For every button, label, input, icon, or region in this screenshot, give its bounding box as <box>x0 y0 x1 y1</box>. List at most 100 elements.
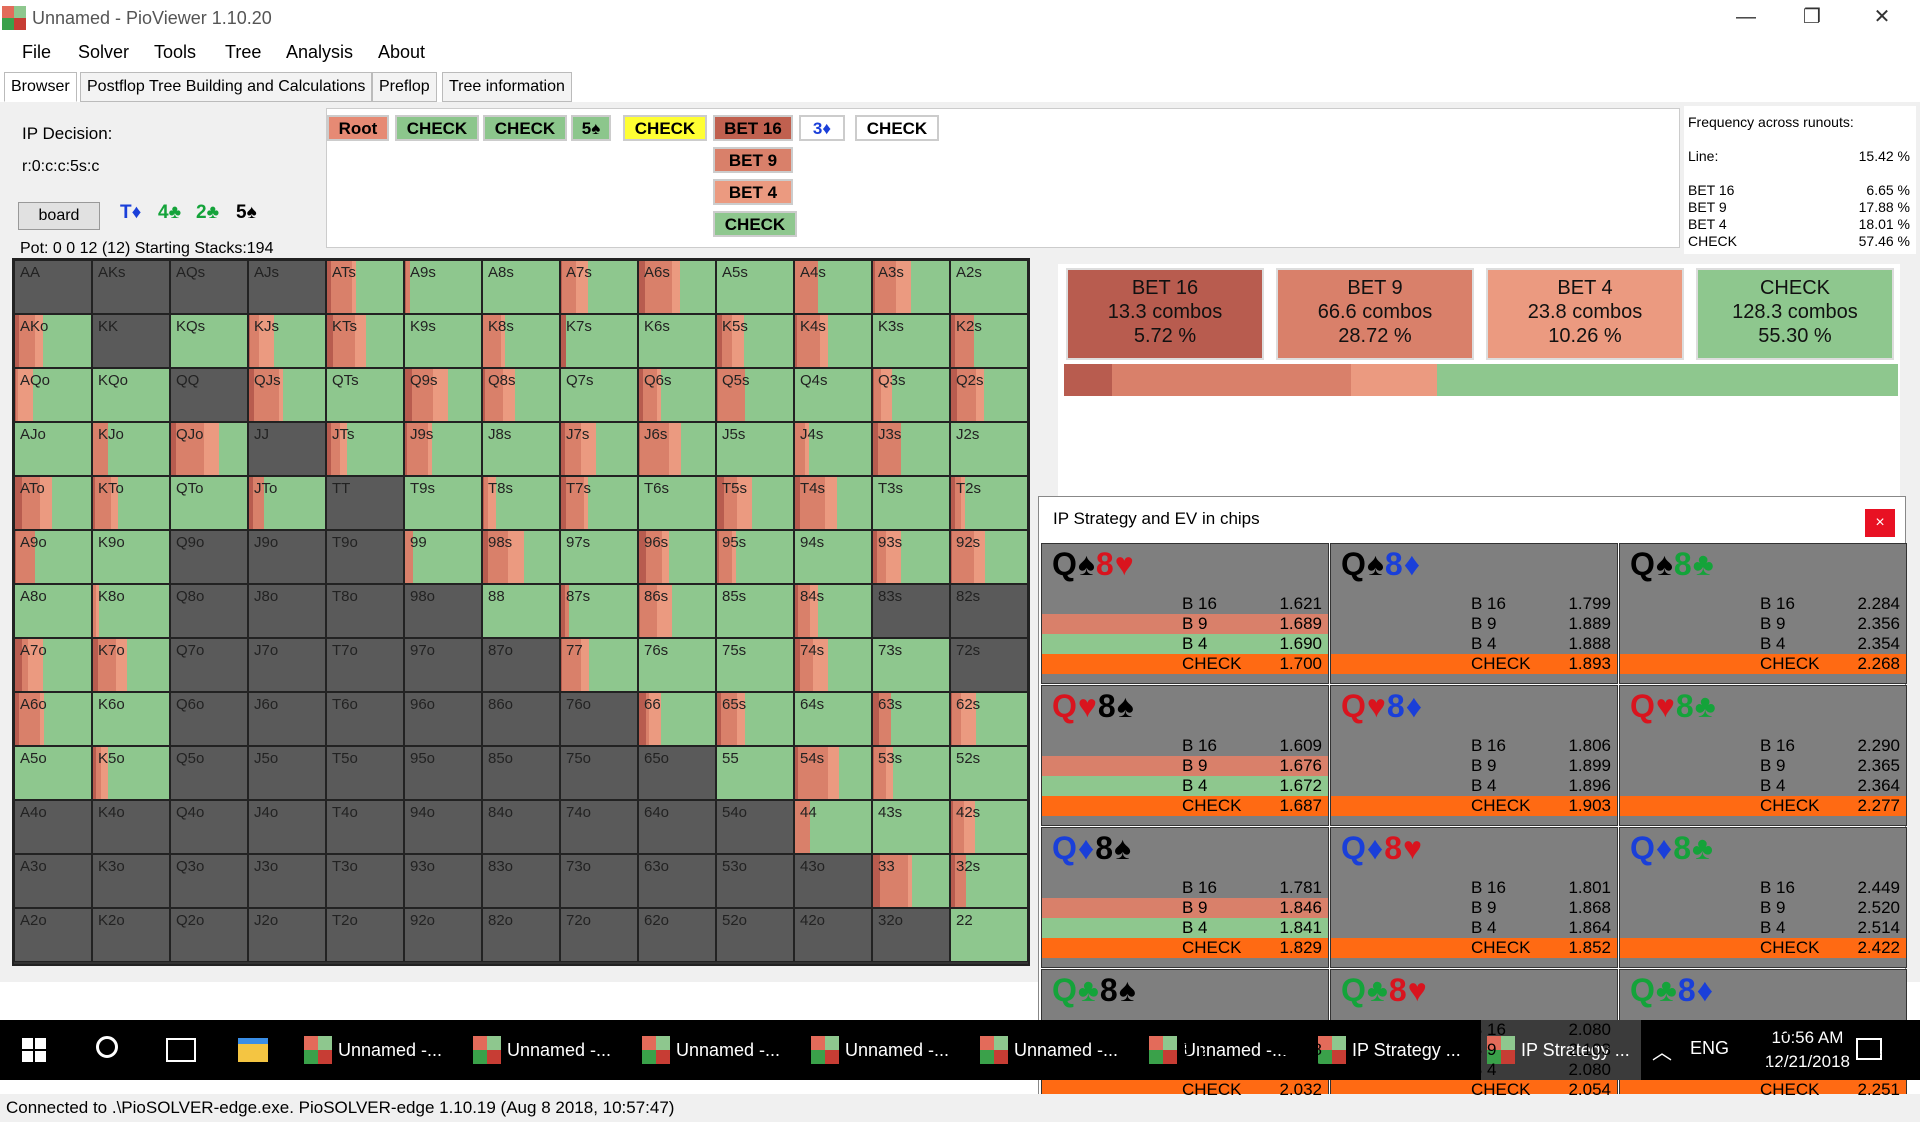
nav-check-button[interactable]: CHECK <box>855 115 939 141</box>
hand-cell[interactable]: T9s <box>404 476 482 530</box>
close-button[interactable]: ✕ <box>1852 2 1912 32</box>
hand-cell[interactable]: Q5o <box>170 746 248 800</box>
tab-preflop[interactable]: Preflop <box>372 72 437 102</box>
hand-cell[interactable]: 75o <box>560 746 638 800</box>
taskbar-app-button[interactable]: Unnamed -... <box>467 1020 627 1080</box>
hand-cell[interactable]: A6o <box>14 692 92 746</box>
hand-cell[interactable]: 76o <box>560 692 638 746</box>
hand-cell[interactable]: 55 <box>716 746 794 800</box>
hand-cell[interactable]: T4s <box>794 476 872 530</box>
hand-cell[interactable]: Q4s <box>794 368 872 422</box>
hand-cell[interactable]: K9o <box>92 530 170 584</box>
nav-card-button[interactable]: 5♠ <box>571 115 611 141</box>
hand-cell[interactable]: 75s <box>716 638 794 692</box>
hand-cell[interactable]: Q7o <box>170 638 248 692</box>
hand-cell[interactable]: KJs <box>248 314 326 368</box>
hand-cell[interactable]: 72s <box>950 638 1028 692</box>
hand-cell[interactable]: Q3o <box>170 854 248 908</box>
close-icon[interactable]: × <box>1865 509 1895 537</box>
hand-cell[interactable]: Q3s <box>872 368 950 422</box>
hand-cell[interactable]: K2o <box>92 908 170 962</box>
hand-cell[interactable]: Q8s <box>482 368 560 422</box>
hand-cell[interactable]: T9o <box>326 530 404 584</box>
hand-cell[interactable]: ATs <box>326 260 404 314</box>
hand-cell[interactable]: J6s <box>638 422 716 476</box>
hand-cell[interactable]: J7s <box>560 422 638 476</box>
hand-cell[interactable]: J2o <box>248 908 326 962</box>
hand-cell[interactable]: 42s <box>950 800 1028 854</box>
hand-cell[interactable]: 76s <box>638 638 716 692</box>
hand-cell[interactable]: 64s <box>794 692 872 746</box>
language-indicator[interactable]: ENG <box>1690 1038 1729 1059</box>
hand-cell[interactable]: 84s <box>794 584 872 638</box>
hand-cell[interactable]: A3o <box>14 854 92 908</box>
hand-cell[interactable]: K8o <box>92 584 170 638</box>
hand-cell[interactable]: A5o <box>14 746 92 800</box>
hand-cell[interactable]: KQs <box>170 314 248 368</box>
hand-cell[interactable]: 98o <box>404 584 482 638</box>
hand-cell[interactable]: 73s <box>872 638 950 692</box>
hand-cell[interactable]: A2s <box>950 260 1028 314</box>
nav-check-button[interactable]: CHECK <box>395 115 479 141</box>
hand-cell[interactable]: 93s <box>872 530 950 584</box>
hand-cell[interactable]: K5o <box>92 746 170 800</box>
hand-cell[interactable]: T7o <box>326 638 404 692</box>
tab-postflop-tree-building[interactable]: Postflop Tree Building and Calculations <box>80 72 372 102</box>
hand-cell[interactable]: A3s <box>872 260 950 314</box>
menu-tree[interactable]: Tree <box>225 42 261 63</box>
hand-cell[interactable]: A4s <box>794 260 872 314</box>
hand-cell[interactable]: T8s <box>482 476 560 530</box>
hand-cell[interactable]: AKs <box>92 260 170 314</box>
minimize-button[interactable]: — <box>1716 2 1776 32</box>
chevron-up-icon[interactable]: ︿ <box>1652 1036 1672 1065</box>
hand-cell[interactable]: 83o <box>482 854 560 908</box>
nav-card-button[interactable]: 3♦ <box>799 115 845 141</box>
hand-cell[interactable]: A7o <box>14 638 92 692</box>
menu-about[interactable]: About <box>378 42 425 63</box>
hand-cell[interactable]: AJs <box>248 260 326 314</box>
hand-cell[interactable]: 84o <box>482 800 560 854</box>
hand-cell[interactable]: J4s <box>794 422 872 476</box>
taskbar-app-button[interactable]: Unnamed -... <box>636 1020 796 1080</box>
hand-cell[interactable]: 52o <box>716 908 794 962</box>
hand-cell[interactable]: J6o <box>248 692 326 746</box>
menu-analysis[interactable]: Analysis <box>286 42 353 63</box>
hand-cell[interactable]: K3o <box>92 854 170 908</box>
hand-cell[interactable]: J2s <box>950 422 1028 476</box>
windows-start-icon[interactable] <box>22 1038 46 1062</box>
hand-cell[interactable]: 42o <box>794 908 872 962</box>
hand-cell[interactable]: T5s <box>716 476 794 530</box>
hand-cell[interactable]: T5o <box>326 746 404 800</box>
menu-solver[interactable]: Solver <box>78 42 129 63</box>
nav-option-bet9[interactable]: BET 9 <box>713 147 793 173</box>
hand-cell[interactable]: Q4o <box>170 800 248 854</box>
hand-cell[interactable]: K6o <box>92 692 170 746</box>
hand-cell[interactable]: QJs <box>248 368 326 422</box>
hand-cell[interactable]: 66 <box>638 692 716 746</box>
hand-cell[interactable]: K7o <box>92 638 170 692</box>
hand-cell[interactable]: A4o <box>14 800 92 854</box>
hand-cell[interactable]: A9o <box>14 530 92 584</box>
hand-cell[interactable]: 53o <box>716 854 794 908</box>
hand-cell[interactable]: K8s <box>482 314 560 368</box>
nav-option-check[interactable]: CHECK <box>713 211 797 237</box>
nav-option-bet4[interactable]: BET 4 <box>713 179 793 205</box>
hand-cell[interactable]: J9s <box>404 422 482 476</box>
hand-cell[interactable]: 72o <box>560 908 638 962</box>
hand-cell[interactable]: 44 <box>794 800 872 854</box>
hand-cell[interactable]: 74o <box>560 800 638 854</box>
hand-cell[interactable]: T7s <box>560 476 638 530</box>
hand-cell[interactable]: 63o <box>638 854 716 908</box>
hand-cell[interactable]: T2o <box>326 908 404 962</box>
hand-cell[interactable]: Q8o <box>170 584 248 638</box>
hand-cell[interactable]: 98s <box>482 530 560 584</box>
hand-cell[interactable]: AKo <box>14 314 92 368</box>
hand-cell[interactable]: A7s <box>560 260 638 314</box>
hand-cell[interactable]: AA <box>14 260 92 314</box>
hand-cell[interactable]: 54o <box>716 800 794 854</box>
hand-cell[interactable]: 95s <box>716 530 794 584</box>
hand-cell[interactable]: KTs <box>326 314 404 368</box>
taskbar-app-button[interactable]: Unnamed -... <box>298 1020 458 1080</box>
hand-cell[interactable]: J5o <box>248 746 326 800</box>
hand-cell[interactable]: T2s <box>950 476 1028 530</box>
